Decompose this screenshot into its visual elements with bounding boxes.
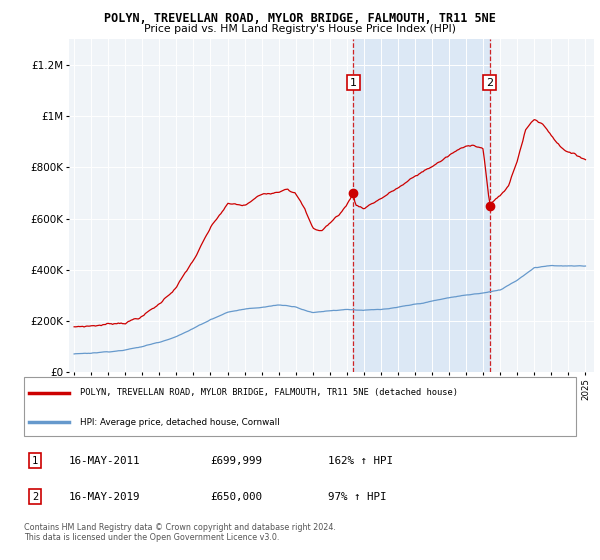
Text: 2: 2 [32, 492, 38, 502]
FancyBboxPatch shape [23, 377, 577, 436]
Text: Contains HM Land Registry data © Crown copyright and database right 2024.
This d: Contains HM Land Registry data © Crown c… [23, 522, 335, 542]
Text: 16-MAY-2019: 16-MAY-2019 [69, 492, 140, 502]
Text: £650,000: £650,000 [210, 492, 262, 502]
Text: Price paid vs. HM Land Registry's House Price Index (HPI): Price paid vs. HM Land Registry's House … [144, 24, 456, 34]
Bar [353, 39, 490, 372]
Text: HPI: Average price, detached house, Cornwall: HPI: Average price, detached house, Corn… [80, 418, 280, 427]
Text: POLYN, TREVELLAN ROAD, MYLOR BRIDGE, FALMOUTH, TR11 5NE (detached house): POLYN, TREVELLAN ROAD, MYLOR BRIDGE, FAL… [80, 388, 458, 397]
Text: 16-MAY-2011: 16-MAY-2011 [69, 455, 140, 465]
Text: 1: 1 [32, 455, 38, 465]
Text: 97% ↑ HPI: 97% ↑ HPI [328, 492, 387, 502]
Text: £699,999: £699,999 [210, 455, 262, 465]
Text: 2: 2 [486, 77, 493, 87]
Text: 1: 1 [350, 77, 357, 87]
Text: POLYN, TREVELLAN ROAD, MYLOR BRIDGE, FALMOUTH, TR11 5NE: POLYN, TREVELLAN ROAD, MYLOR BRIDGE, FAL… [104, 12, 496, 25]
Text: 162% ↑ HPI: 162% ↑ HPI [328, 455, 393, 465]
